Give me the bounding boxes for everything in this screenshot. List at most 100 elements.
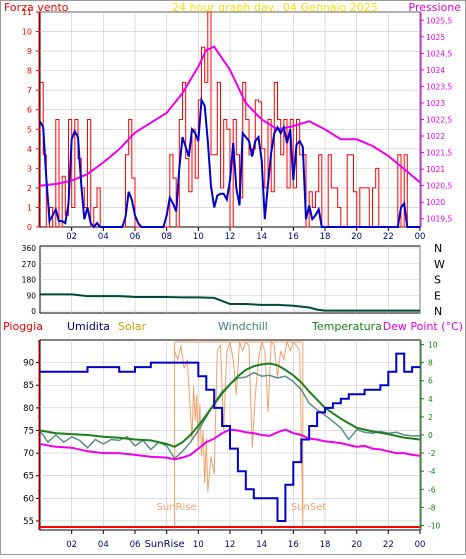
- panel1-x-tick-label: 22: [383, 232, 394, 242]
- panel3-right-tick-label: -4: [428, 467, 436, 476]
- panel3-label-humidity: Umidita: [67, 320, 110, 333]
- panel3-x-tick-label: 20: [351, 540, 362, 550]
- panel3-left-tick-label: 70: [23, 449, 34, 459]
- panel3-x-axis: 02 04 06 10 12 14 16 18 20 22 00: [66, 530, 425, 550]
- panel3-x-tick-label: 00: [415, 540, 426, 550]
- panel1-left-tick-label: 2: [27, 184, 32, 193]
- panel2-left-tick-label: 270: [22, 260, 37, 269]
- panel3-right-tick-label: 2: [428, 413, 433, 422]
- panel3-label-windchill: Windchill: [218, 320, 268, 333]
- panel1-left-tick-label: 10: [22, 28, 32, 37]
- panel3-left-tick-label: 90: [23, 359, 34, 369]
- temperature-line: [39, 362, 421, 448]
- panel1-right-axis: 1019,5 1020 1020,5 1021 1021,5 1022 1022,5 1023…: [420, 12, 452, 227]
- sunrise-bottom-label: SunRise: [145, 539, 185, 550]
- panel1-x-tick-label: 04: [98, 232, 109, 242]
- compass-letter: W: [434, 258, 445, 271]
- panel1-right-tick-label: 1021: [426, 165, 445, 174]
- panel1-left-tick-label: 3: [27, 164, 32, 173]
- panel3-right-tick-label: -10: [428, 521, 440, 530]
- panel2-left-tick-label: 0: [31, 307, 36, 316]
- panel1-right-tick-label: 1024: [426, 66, 445, 75]
- wind-average-line: [39, 96, 420, 229]
- panel1-right-tick-label: 1024,5: [426, 49, 452, 58]
- panel1-right-label: Pressione: [409, 1, 462, 14]
- panel3-left-tick-label: 55: [23, 517, 34, 527]
- panel1-right-tick-label: 1019,5: [426, 215, 452, 224]
- panel3-right-tick-label: 10: [428, 341, 438, 350]
- panel1-right-tick-label: 1021,5: [426, 149, 452, 158]
- panel1-x-tick-label: 18: [320, 232, 331, 242]
- sunset-label: SunSet: [291, 502, 327, 513]
- panel1-right-tick-label: 1020,5: [426, 182, 452, 191]
- panel3-left-tick-label: 80: [23, 404, 34, 414]
- panel1-left-label: Forza vento: [4, 1, 69, 14]
- pressure-line: [39, 45, 421, 187]
- panel1-right-tick-label: 1022,5: [426, 116, 452, 125]
- panel3-x-tick-label: 18: [320, 540, 331, 550]
- panel3-right-tick-label: -2: [428, 449, 436, 458]
- panel1-x-tick-label: 20: [351, 232, 362, 242]
- panel3-left-tick-label: 65: [23, 472, 34, 482]
- panel2-left-axis: 0 90 180 270 360: [22, 244, 37, 316]
- panel1-left-tick-label: 9: [27, 47, 32, 56]
- wind-gust-line: [40, 11, 420, 228]
- panel1-x-tick-label: 08: [161, 232, 172, 242]
- panel1-title: 24 hour graph day.. 04 Gennaio 2025: [172, 1, 378, 14]
- panel1-x-tick-label: 10: [193, 232, 204, 242]
- compass-letter: E: [434, 289, 441, 302]
- panel1-right-tick-label: 1023: [426, 99, 445, 108]
- panel1-left-tick-label: 6: [27, 106, 32, 115]
- panel2-left-tick-label: 90: [26, 291, 36, 300]
- panel3-label-temperature: Temperatura: [311, 320, 382, 333]
- panel1-left-tick-label: 1: [27, 203, 32, 212]
- panel3-label-rain: Pioggia: [3, 320, 43, 333]
- panel3-left-axis: 55 60 65 70 75 80 85 90: [23, 340, 40, 530]
- compass-letter: N: [434, 242, 442, 255]
- panel1-x-tick-label: 16: [288, 232, 299, 242]
- panel1-x-tick-label: 02: [66, 232, 77, 242]
- panel3-label-dewpoint: Dew Point (°C): [383, 320, 463, 333]
- panel3-x-tick-label: 06: [130, 540, 141, 550]
- humidity-line: [40, 352, 420, 522]
- panel1-left-tick-label: 8: [27, 67, 32, 76]
- panel3-x-tick-label: 02: [66, 540, 77, 550]
- panel1-left-tick-label: 7: [27, 86, 32, 95]
- panel3-right-tick-label: 4: [428, 395, 433, 404]
- dewpoint-line: [39, 428, 421, 461]
- panel1-right-tick-label: 1020: [426, 198, 445, 207]
- panel3-grid: [40, 340, 421, 530]
- panel3-x-tick-label: 12: [225, 540, 236, 550]
- panel1-left-axis: 0 1 2 3 4 5 6 7 8 9 10 11: [22, 8, 40, 232]
- panel1-right-tick-label: 1022: [426, 132, 445, 141]
- sunrise-label: SunRise: [157, 502, 197, 513]
- panel1-right-tick-label: 1025,5: [426, 16, 452, 25]
- panel3-x-tick-label: 16: [288, 540, 299, 550]
- compass-letter: N: [434, 305, 442, 318]
- panel3-right-axis: -10 -8 -6 -4 -2 0 2 4 6 8 10: [420, 340, 440, 530]
- panel1-left-tick-label: 5: [27, 125, 32, 134]
- wind-direction-line: [40, 293, 420, 312]
- panel3-label-solar: Solar: [118, 320, 147, 333]
- panel3-left-tick-label: 75: [23, 426, 34, 436]
- panel3-x-tick-label: 10: [193, 540, 204, 550]
- panel1-x-axis: 02 04 06 08 10 12 14 16 18 20 22 00: [66, 227, 425, 242]
- panel3-right-tick-label: 6: [428, 377, 433, 386]
- panel3-right-tick-label: 8: [428, 359, 433, 368]
- panel1-x-tick-label: 06: [130, 232, 141, 242]
- panel1-x-tick-label: 12: [225, 232, 236, 242]
- panel3-left-tick-label: 85: [23, 381, 34, 391]
- panel3-left-tick-label: 60: [23, 494, 34, 504]
- panel1-x-tick-label: 00: [415, 232, 426, 242]
- panel2-left-tick-label: 180: [22, 276, 37, 285]
- panel3-right-tick-label: 0: [428, 431, 433, 440]
- panel3-x-tick-label: 04: [98, 540, 109, 550]
- panel1-left-tick-label: 0: [27, 223, 32, 232]
- panel2-left-tick-label: 360: [22, 244, 37, 253]
